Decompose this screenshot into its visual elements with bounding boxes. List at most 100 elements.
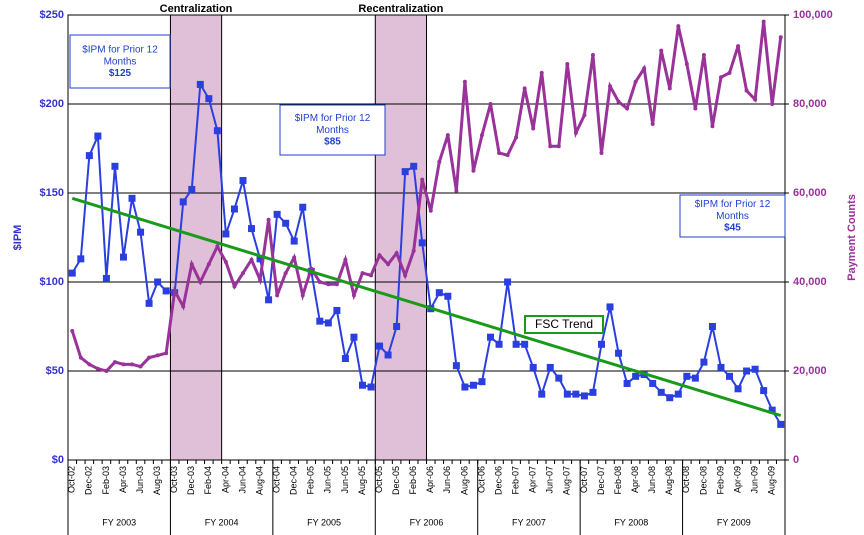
point [367, 383, 375, 391]
x-tick-label: Jun-09 [750, 466, 760, 494]
point [529, 363, 537, 371]
trend-line [71, 196, 782, 417]
y-tick-label: $150 [40, 187, 64, 199]
point [606, 303, 614, 311]
point [198, 280, 203, 284]
point [68, 269, 76, 277]
x-tick-label: Aug-03 [152, 466, 162, 495]
point [188, 185, 196, 193]
point [633, 79, 638, 84]
point [599, 150, 604, 155]
x-tick-label: Dec-02 [84, 466, 94, 495]
point [206, 262, 211, 267]
fy-label: FY 2003 [102, 517, 136, 527]
point [676, 24, 681, 29]
x-tick-label: Jun-04 [237, 466, 247, 494]
point [282, 219, 290, 227]
point [324, 319, 332, 327]
point [684, 61, 689, 66]
point [701, 53, 706, 58]
point [137, 228, 145, 236]
x-tick-label: Feb-05 [306, 466, 316, 495]
point [445, 133, 450, 138]
x-tick-label: Apr-08 [630, 466, 640, 493]
point [589, 388, 597, 396]
point [104, 369, 109, 373]
point [563, 390, 571, 398]
point [522, 86, 527, 91]
point [112, 360, 117, 365]
point [623, 379, 631, 387]
point [471, 168, 476, 173]
point [393, 323, 401, 330]
point [162, 287, 170, 295]
x-tick-label: Dec-05 [391, 466, 401, 495]
y-tick-label: $200 [40, 98, 64, 110]
point [240, 271, 245, 276]
point [309, 266, 314, 271]
annotation-box [679, 194, 786, 238]
annotation-text: $IPM for Prior 12 Months [82, 44, 158, 67]
x-tick-label: Oct-02 [67, 466, 77, 493]
point [710, 124, 715, 129]
y-tick-label: $50 [46, 365, 64, 377]
point [573, 130, 578, 135]
point [78, 355, 83, 360]
point [119, 253, 127, 261]
point [215, 244, 220, 249]
point [248, 225, 256, 233]
point [85, 152, 93, 160]
point [213, 127, 221, 135]
y2-tick-label: 100,000 [793, 9, 833, 21]
x-tick-label: Feb-03 [101, 466, 111, 495]
point [420, 177, 425, 182]
point [666, 394, 674, 402]
annotation-box [69, 34, 171, 89]
point [172, 288, 177, 293]
point [401, 168, 409, 176]
point [478, 378, 486, 386]
x-tick-label: Apr-07 [528, 466, 538, 493]
point [376, 342, 384, 350]
y-axis-label: $IPM [12, 225, 24, 251]
annotation-text: $IPM for Prior 12 Months [295, 113, 371, 136]
x-tick-label: Dec-08 [698, 466, 708, 495]
point [351, 293, 356, 298]
point [505, 153, 510, 158]
point [283, 271, 288, 276]
point [768, 406, 776, 414]
x-tick-label: Apr-06 [425, 466, 435, 493]
point [403, 273, 408, 278]
point [179, 198, 187, 206]
point [326, 282, 331, 287]
point [394, 251, 399, 256]
point [761, 19, 766, 24]
point [334, 282, 339, 287]
y-tick-label: $100 [40, 276, 64, 288]
y2-tick-label: 40,000 [793, 276, 827, 288]
point [462, 79, 467, 84]
band-label: Recentralization [358, 3, 443, 15]
point [111, 162, 119, 170]
point [369, 273, 374, 278]
trend-label-box [524, 315, 604, 334]
x-tick-label: Oct-07 [579, 466, 589, 493]
point [546, 363, 554, 371]
point [743, 367, 751, 375]
point [138, 364, 143, 369]
point [751, 365, 759, 373]
point [693, 106, 698, 111]
point [350, 333, 358, 341]
x-tick-label: Apr-09 [732, 466, 742, 493]
x-tick-label: Feb-06 [408, 466, 418, 495]
point [488, 102, 493, 106]
point [265, 296, 273, 304]
point [121, 362, 126, 367]
x-tick-label: Apr-04 [220, 466, 230, 493]
point [531, 126, 536, 131]
point [147, 355, 152, 360]
point [358, 381, 366, 389]
point [196, 80, 204, 88]
point [386, 262, 391, 267]
